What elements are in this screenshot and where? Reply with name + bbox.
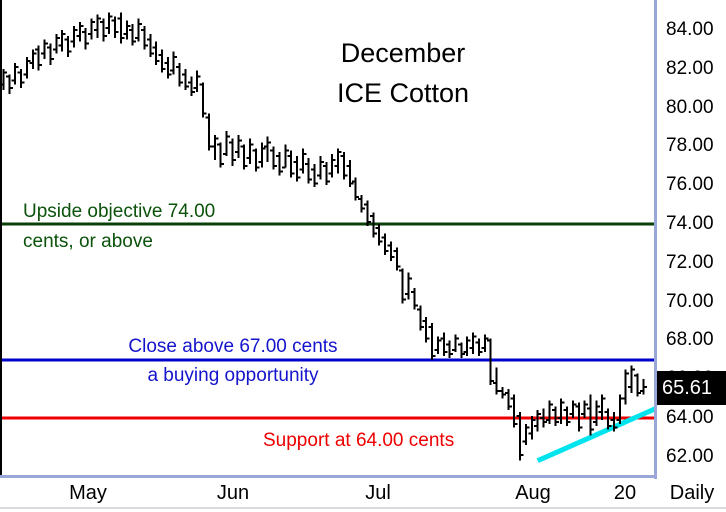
y-axis-divider bbox=[654, 0, 657, 479]
x-axis-divider bbox=[0, 475, 657, 478]
y-axis-tick-label: 72.00 bbox=[666, 251, 714, 273]
y-axis-tick-label: 76.00 bbox=[666, 174, 714, 196]
annotation-buy-line2: a buying opportunity bbox=[147, 365, 319, 386]
chart-title-line2: ICE Cotton bbox=[336, 78, 470, 108]
annotation-upside-objective: Upside objective 74.00 cents, or above bbox=[23, 197, 215, 257]
x-axis-label: Aug bbox=[515, 482, 551, 504]
y-axis-tick-label: 68.00 bbox=[666, 329, 714, 351]
x-axis-label: Jun bbox=[216, 482, 250, 504]
annotation-support: Support at 64.00 cents bbox=[263, 426, 454, 456]
y-axis-tick-label: 74.00 bbox=[666, 213, 714, 234]
y-axis-tick-label: 62.00 bbox=[666, 445, 714, 467]
window-bottom-edge bbox=[0, 507, 726, 509]
y-axis-tick-label: 80.00 bbox=[666, 96, 714, 118]
chart-left-border bbox=[0, 0, 2, 477]
x-axis-label: 20 bbox=[613, 482, 637, 504]
y-axis-tick-label: 84.00 bbox=[666, 19, 714, 40]
y-axis-tick-label: 78.00 bbox=[666, 135, 714, 157]
y-axis-tick-label: 64.00 bbox=[666, 407, 714, 428]
chart-title: December ICE Cotton bbox=[283, 33, 523, 113]
y-axis-tick-label: 82.00 bbox=[666, 57, 714, 79]
x-axis-label: Jul bbox=[365, 482, 391, 504]
y-axis-tick-label: 70.00 bbox=[666, 290, 714, 312]
uptrend-line bbox=[536, 406, 658, 463]
chart-title-line1: December bbox=[340, 38, 466, 68]
annotation-upside-line1: Upside objective 74.00 bbox=[23, 201, 216, 222]
annotation-buy-line1: Close above 67.00 cents bbox=[128, 336, 338, 357]
timeframe-label: Daily bbox=[669, 482, 715, 504]
annotation-support-line1: Support at 64.00 cents bbox=[263, 430, 455, 451]
ohlc-bars bbox=[0, 12, 647, 461]
annotation-buy-opportunity: Close above 67.00 cents a buying opportu… bbox=[102, 332, 364, 390]
last-price-badge: 65.61 bbox=[657, 371, 726, 405]
annotation-upside-line2: cents, or above bbox=[23, 231, 153, 252]
last-price-value: 65.61 bbox=[662, 376, 713, 399]
x-axis-label: May bbox=[69, 482, 107, 504]
